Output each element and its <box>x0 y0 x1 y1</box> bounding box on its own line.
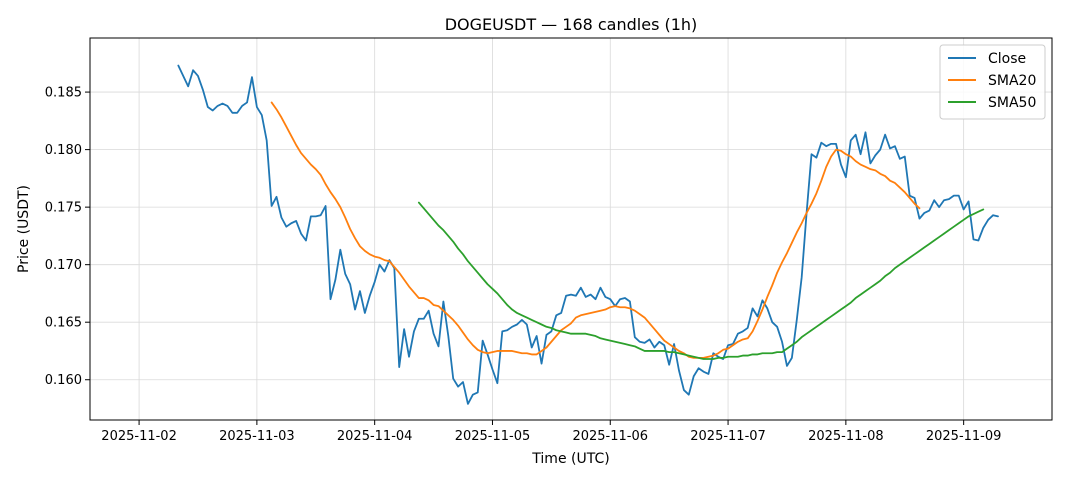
legend-box <box>939 44 1046 120</box>
x-tick-label: 2025-11-04 <box>337 429 413 444</box>
legend-label-sma50: SMA50 <box>988 95 1036 111</box>
x-axis-ticks: 2025-11-02 2025-11-03 2025-11-04 2025-11-05… <box>101 420 1001 444</box>
x-tick-label: 2025-11-08 <box>808 429 884 444</box>
series-lines <box>177 64 999 405</box>
plot-frame <box>89 37 1053 421</box>
series-line-sma50 <box>417 201 985 360</box>
series-line-sma20 <box>270 101 921 359</box>
x-tick-label: 2025-11-09 <box>926 429 1002 444</box>
x-tick-label: 2025-11-07 <box>690 429 766 444</box>
x-tick-label: 2025-11-06 <box>572 429 648 444</box>
y-tick-label: 0.185 <box>45 86 82 101</box>
y-axis-title: Price (USDT) <box>16 185 32 273</box>
x-tick-label: 2025-11-02 <box>101 429 177 444</box>
y-axis-ticks: 0.160 0.165 0.170 0.175 0.180 0.185 <box>45 86 90 388</box>
x-axis-title: Time (UTC) <box>531 451 609 467</box>
series-line-close <box>177 64 999 405</box>
x-tick-label: 2025-11-05 <box>455 429 531 444</box>
y-tick-label: 0.170 <box>45 258 82 273</box>
grid <box>90 38 1052 420</box>
chart-title: DOGEUSDT — 168 candles (1h) <box>445 15 698 34</box>
legend-label-sma20: SMA20 <box>988 73 1036 89</box>
y-tick-label: 0.165 <box>45 316 82 331</box>
y-tick-label: 0.160 <box>45 373 82 388</box>
y-tick-label: 0.180 <box>45 143 82 158</box>
x-tick-label: 2025-11-03 <box>219 429 295 444</box>
y-tick-label: 0.175 <box>45 201 82 216</box>
legend: Close SMA20 SMA50 <box>939 44 1046 120</box>
legend-label-close: Close <box>988 51 1026 67</box>
